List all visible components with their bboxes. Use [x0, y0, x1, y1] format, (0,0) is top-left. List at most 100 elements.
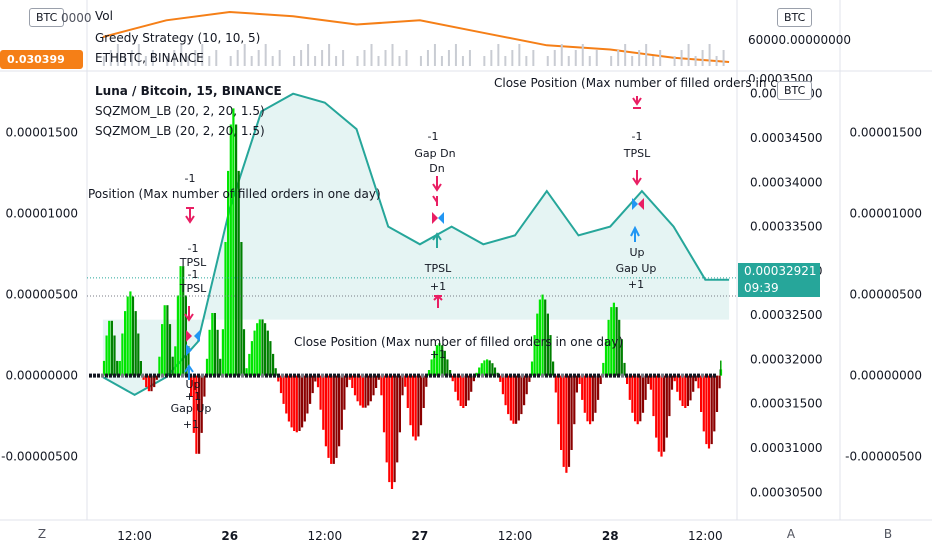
- volume-bar: [553, 50, 556, 66]
- momentum-bar: [131, 296, 135, 376]
- squeeze-dot: [429, 373, 432, 378]
- momentum-bar: [655, 375, 658, 438]
- squeeze-dot: [529, 373, 532, 378]
- momentum-tick-label: 0.00001000: [849, 207, 922, 221]
- momentum-bar: [319, 375, 322, 410]
- price-axis-fragment: 0.0003500: [748, 72, 813, 82]
- volume-bar: [715, 56, 718, 66]
- momentum-bar: [227, 170, 230, 376]
- label-tpsl: TPSL: [179, 282, 207, 295]
- momentum-bar: [256, 323, 259, 376]
- squeeze-dot: [229, 373, 232, 378]
- momentum-bar: [385, 375, 388, 463]
- auto-scale-button[interactable]: B: [883, 527, 893, 541]
- squeeze-dot: [561, 373, 564, 378]
- volume-bar: [166, 56, 169, 66]
- squeeze-dot: [149, 373, 152, 378]
- squeeze-dot: [257, 373, 260, 378]
- squeeze-dot: [369, 373, 372, 378]
- legend-indicator[interactable]: SQZMOM_LB (20, 2, 20, 1.5): [95, 124, 265, 138]
- squeeze-dot: [361, 373, 364, 378]
- time-axis[interactable]: 12:00 26 12:00 27 12:00 28 12:00: [117, 529, 722, 543]
- momentum-bar: [229, 124, 232, 376]
- momentum-axis-left[interactable]: 0.00001500 0.00001000 0.00000500 0.00000000…: [1, 126, 78, 464]
- momentum-bar: [353, 375, 357, 396]
- momentum-bar: [454, 375, 457, 392]
- momentum-bar: [541, 294, 544, 376]
- momentum-bar: [501, 375, 504, 395]
- momentum-bar: [697, 375, 700, 389]
- squeeze-dot: [541, 373, 544, 378]
- volume-bar: [201, 44, 204, 66]
- momentum-bar: [438, 343, 441, 376]
- momentum-bar: [324, 375, 327, 447]
- volume-bar: [546, 56, 549, 66]
- close-position-note: Close Position (Max number of filled ord…: [294, 335, 623, 349]
- squeeze-dot: [517, 373, 520, 378]
- squeeze-dot: [213, 373, 216, 378]
- momentum-bar: [287, 375, 290, 422]
- momentum-bar: [153, 375, 156, 388]
- momentum-bar: [314, 375, 317, 382]
- momentum-bar: [279, 375, 283, 394]
- squeeze-dot: [301, 373, 304, 378]
- volume-bar: [440, 56, 443, 66]
- momentum-bar: [639, 375, 642, 422]
- btc-currency-badge[interactable]: BTC: [777, 81, 813, 100]
- momentum-bar: [649, 375, 652, 390]
- volume-bar: [595, 50, 598, 66]
- squeeze-dot: [609, 373, 612, 378]
- momentum-bar: [546, 313, 549, 376]
- squeeze-dot: [481, 373, 484, 378]
- volume-bar: [652, 56, 655, 66]
- squeeze-dot: [241, 373, 244, 378]
- momentum-bar: [530, 361, 534, 376]
- btc-currency-badge[interactable]: BTC: [777, 8, 813, 27]
- momentum-bar: [340, 375, 343, 430]
- momentum-bar: [213, 313, 216, 376]
- momentum-bar: [166, 305, 169, 376]
- momentum-bar: [626, 375, 629, 384]
- momentum-bar: [443, 350, 446, 376]
- volume-bar: [250, 56, 253, 66]
- legend-indicator[interactable]: SQZMOM_LB (20, 2, 20, 1.5): [95, 104, 265, 118]
- volume-bar: [278, 50, 281, 66]
- momentum-bar: [488, 360, 491, 376]
- btc-currency-badge[interactable]: BTC: [29, 8, 65, 27]
- triangle-icon: [438, 212, 444, 224]
- momentum-histogram: [102, 108, 723, 489]
- momentum-bar: [552, 361, 555, 376]
- momentum-bar: [293, 375, 296, 431]
- auto-scale-button[interactable]: A: [786, 527, 796, 541]
- squeeze-dot: [145, 373, 148, 378]
- label-plus-one: +1: [430, 280, 446, 293]
- momentum-bar: [269, 341, 272, 376]
- momentum-bar: [422, 375, 425, 408]
- momentum-tick-label: -0.00000500: [1, 450, 78, 464]
- momentum-bar: [636, 375, 639, 425]
- momentum-bar: [509, 375, 512, 421]
- auto-scale-left-button[interactable]: Z: [37, 527, 47, 541]
- legend-symbol[interactable]: ETHBTC, BINANCE: [95, 51, 204, 65]
- label-minus-one: -1: [188, 268, 199, 281]
- squeeze-dot: [421, 373, 424, 378]
- volume-bar: [722, 50, 725, 66]
- momentum-bar: [118, 361, 121, 376]
- momentum-tick-label: 0.00001500: [5, 126, 78, 140]
- momentum-bar: [681, 375, 684, 406]
- legend-strategy[interactable]: Greedy Strategy (10, 10, 5): [95, 31, 261, 45]
- last-price-tag: 0.00032921: [738, 263, 820, 280]
- momentum-bar: [303, 375, 306, 422]
- momentum-bar: [235, 124, 238, 376]
- legend-volume[interactable]: Vol: [95, 9, 113, 23]
- momentum-axis-right[interactable]: 0.00001500 0.00001000 0.00000500 0.00000000…: [845, 126, 922, 464]
- squeeze-dot: [373, 373, 376, 378]
- arrow-down-icon: [185, 207, 195, 224]
- squeeze-dot: [113, 373, 116, 378]
- main-pane-title[interactable]: Luna / Bitcoin, 15, BINANCE: [95, 84, 282, 98]
- momentum-bar: [367, 375, 370, 406]
- momentum-bar: [512, 375, 515, 424]
- squeeze-dot: [357, 373, 360, 378]
- squeeze-dot: [493, 373, 496, 378]
